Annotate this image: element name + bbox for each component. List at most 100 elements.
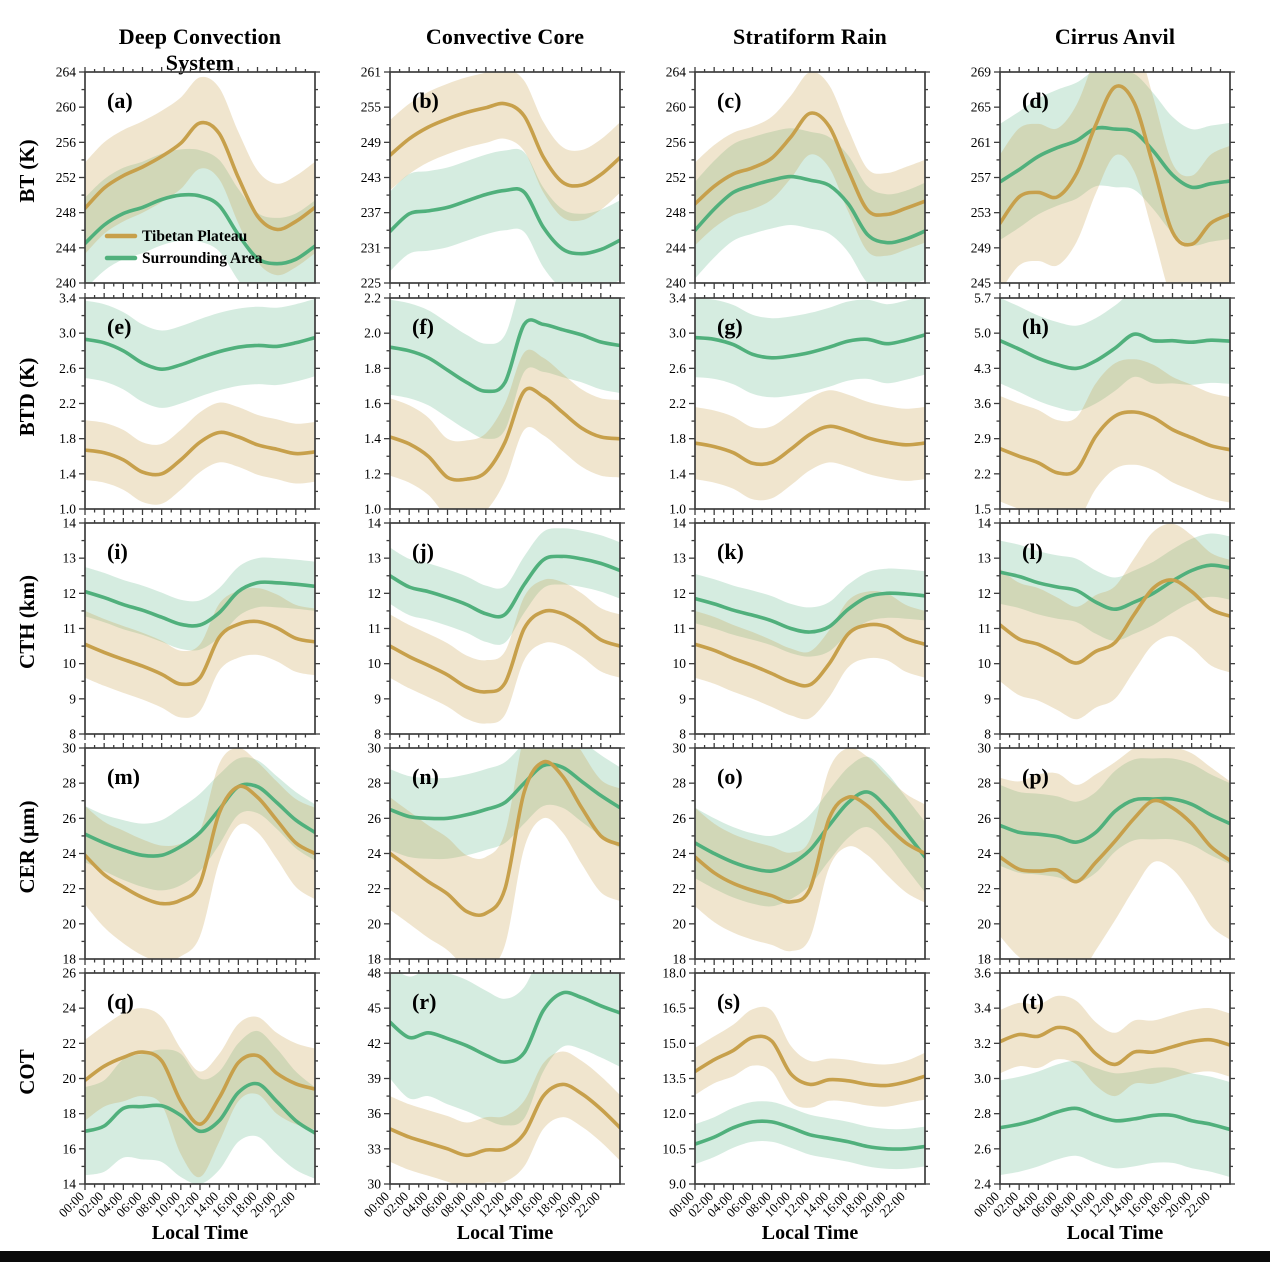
svg-text:2.2: 2.2 (669, 396, 686, 411)
panel-letter-e: (e) (107, 314, 131, 339)
svg-text:26: 26 (63, 967, 77, 981)
svg-text:3.0: 3.0 (974, 1071, 991, 1086)
svg-text:2.8: 2.8 (974, 1106, 991, 1121)
svg-text:1.6: 1.6 (364, 396, 381, 411)
svg-text:24: 24 (368, 846, 382, 861)
svg-text:3.6: 3.6 (974, 967, 991, 981)
svg-text:2.6: 2.6 (669, 361, 686, 376)
svg-text:12: 12 (368, 586, 382, 601)
svg-text:18.0: 18.0 (662, 967, 686, 981)
svg-text:39: 39 (368, 1071, 382, 1086)
svg-text:1.8: 1.8 (364, 361, 381, 376)
legend-label-tibetan-plateau: Tibetan Plateau (142, 228, 248, 245)
svg-text:14: 14 (63, 517, 77, 531)
panel-n: 18 20 22 24 26 28 30 (n) (330, 741, 626, 981)
svg-text:9: 9 (374, 691, 381, 706)
svg-text:12: 12 (673, 586, 687, 601)
svg-text:11: 11 (978, 621, 991, 636)
panel-letter-a: (a) (107, 88, 133, 113)
legend: Tibetan Plateau Surrounding Area (104, 228, 263, 267)
svg-text:1.0: 1.0 (364, 502, 381, 517)
svg-text:13: 13 (978, 551, 992, 566)
svg-text:244: 244 (56, 240, 77, 255)
svg-text:3.0: 3.0 (669, 326, 686, 341)
svg-text:24: 24 (63, 846, 77, 861)
svg-text:243: 243 (361, 170, 382, 185)
svg-text:269: 269 (971, 66, 992, 80)
svg-text:15.0: 15.0 (662, 1036, 686, 1051)
svg-text:20: 20 (63, 916, 77, 931)
panel-d-chart: 245 249 253 257 261 265 269 (d) (971, 65, 1235, 291)
panel-letter-f: (f) (412, 314, 434, 339)
svg-text:1.2: 1.2 (364, 466, 381, 481)
panel-f: 1.0 1.2 1.4 1.6 1.8 2.0 2.2 (f) (330, 291, 626, 531)
svg-text:14: 14 (978, 517, 992, 531)
panel-c-chart: 240 244 248 252 256 260 264 (c) (666, 65, 930, 291)
svg-text:265: 265 (971, 100, 992, 115)
svg-text:28: 28 (368, 776, 382, 791)
svg-text:3.4: 3.4 (974, 1001, 991, 1016)
panel-letter-o: (o) (717, 764, 743, 789)
panel-i: 8 9 10 11 12 13 14 (i) (25, 516, 321, 756)
svg-text:18: 18 (673, 952, 687, 967)
svg-text:16.5: 16.5 (662, 1001, 686, 1016)
panel-e-chart: 1.0 1.4 1.8 2.2 2.6 3.0 3.4 (e) (59, 291, 320, 517)
svg-text:8: 8 (984, 727, 991, 742)
x-axis-label-local-time: Local Time (456, 1222, 554, 1244)
svg-text:18: 18 (978, 952, 992, 967)
svg-text:231: 231 (361, 240, 381, 255)
svg-text:9: 9 (984, 691, 991, 706)
panel-t: 2.4 2.6 2.8 3.0 3.2 3.4 3.6 00:00 02:00 04:00 06:0… (940, 966, 1236, 1264)
svg-text:24: 24 (63, 1001, 77, 1016)
svg-text:256: 256 (666, 135, 687, 150)
svg-text:256: 256 (56, 135, 77, 150)
svg-text:22: 22 (63, 881, 77, 896)
panel-letter-s: (s) (717, 989, 740, 1014)
panel-l: 8 9 10 11 12 13 14 (l) (940, 516, 1236, 756)
svg-text:13: 13 (63, 551, 77, 566)
svg-text:11: 11 (63, 621, 76, 636)
svg-text:13: 13 (673, 551, 687, 566)
svg-text:13: 13 (368, 551, 382, 566)
panel-f-chart: 1.0 1.2 1.4 1.6 1.8 2.0 2.2 (f) (364, 291, 625, 517)
svg-text:260: 260 (56, 100, 77, 115)
svg-text:33: 33 (368, 1141, 382, 1156)
svg-text:10.5: 10.5 (662, 1141, 686, 1156)
svg-text:11: 11 (368, 621, 381, 636)
svg-text:8: 8 (374, 727, 381, 742)
panel-s-chart: 9.010.512.013.515.016.518.000:0002:0004:… (662, 966, 930, 1220)
panel-k-chart: 8 9 10 11 12 13 14 (k) (673, 516, 930, 742)
x-axis-label-local-time: Local Time (1066, 1222, 1164, 1244)
svg-text:8: 8 (69, 727, 76, 742)
panel-h-chart: 1.5 2.2 2.9 3.6 4.3 5.0 5.7 (h) (974, 291, 1235, 517)
panel-d: 245 249 253 257 261 265 269 (d) (940, 65, 1236, 305)
svg-text:249: 249 (361, 135, 382, 150)
svg-text:9: 9 (69, 691, 76, 706)
svg-text:22: 22 (673, 881, 687, 896)
svg-text:2.6: 2.6 (59, 361, 76, 376)
svg-text:5.0: 5.0 (974, 326, 991, 341)
svg-text:20: 20 (978, 916, 992, 931)
panel-g-chart: 1.0 1.4 1.8 2.2 2.6 3.0 3.4 (g) (669, 291, 930, 517)
svg-text:48: 48 (368, 967, 382, 981)
svg-text:24: 24 (978, 846, 992, 861)
svg-text:2.0: 2.0 (364, 326, 381, 341)
svg-text:14: 14 (673, 517, 687, 531)
svg-text:255: 255 (361, 100, 382, 115)
panel-letter-n: (n) (412, 764, 439, 789)
svg-text:30: 30 (63, 742, 77, 756)
svg-text:3.0: 3.0 (59, 326, 76, 341)
svg-text:257: 257 (971, 170, 992, 185)
panel-n-chart: 18 20 22 24 26 28 30 (n) (368, 741, 625, 967)
panel-m: 18 20 22 24 26 28 30 (m) (25, 741, 321, 981)
panel-letter-g: (g) (717, 314, 743, 339)
panel-letter-j: (j) (412, 539, 434, 564)
svg-text:30: 30 (368, 1177, 382, 1192)
svg-text:249: 249 (971, 240, 992, 255)
panel-q-chart: 1416182022242600:0002:0004:0006:0008:001… (56, 966, 320, 1220)
svg-text:10: 10 (368, 656, 382, 671)
svg-text:26: 26 (978, 811, 992, 826)
svg-text:18: 18 (63, 952, 77, 967)
svg-text:244: 244 (666, 240, 687, 255)
svg-text:261: 261 (361, 66, 381, 80)
